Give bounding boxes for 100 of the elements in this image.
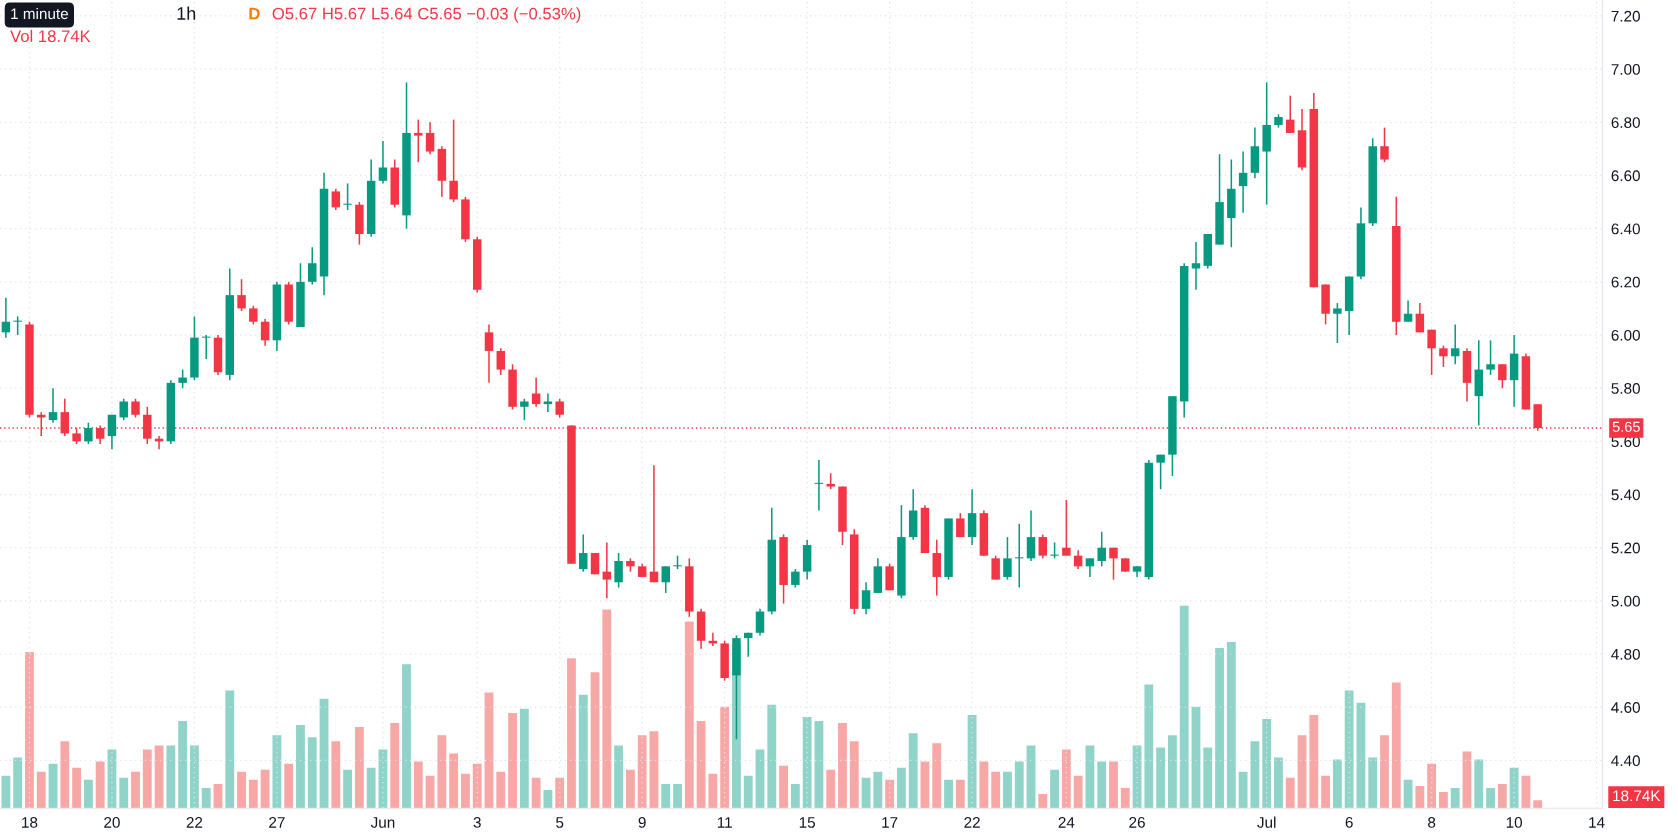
bar bbox=[437, 735, 447, 809]
bar bbox=[1321, 775, 1331, 809]
bar bbox=[1533, 800, 1543, 809]
x-tick-label: 6 bbox=[1345, 817, 1353, 828]
bar bbox=[296, 725, 305, 809]
bar bbox=[1497, 783, 1507, 809]
bar bbox=[979, 761, 989, 809]
bar bbox=[1144, 684, 1154, 809]
candlestick bbox=[1415, 302, 1425, 334]
bar bbox=[849, 741, 859, 809]
candlestick bbox=[343, 182, 352, 211]
bar bbox=[519, 708, 529, 809]
bar bbox=[1026, 745, 1036, 809]
candlestick bbox=[791, 568, 800, 589]
bar bbox=[1038, 794, 1048, 809]
bar bbox=[908, 733, 918, 809]
candlestick bbox=[308, 246, 317, 286]
candlestick bbox=[520, 398, 529, 421]
bar bbox=[1474, 759, 1484, 809]
bar bbox=[932, 743, 942, 809]
annotation: D bbox=[249, 7, 260, 20]
bar bbox=[1509, 767, 1519, 809]
bar bbox=[826, 769, 836, 809]
x-tick-label: Jun bbox=[370, 817, 395, 828]
candlestick bbox=[1486, 339, 1495, 376]
bar bbox=[13, 757, 23, 809]
x-tick-label: 10 bbox=[1506, 817, 1523, 828]
bar bbox=[1462, 751, 1472, 809]
bar bbox=[602, 609, 612, 809]
x-tick-label: 5 bbox=[556, 817, 564, 828]
candlestick bbox=[484, 323, 494, 384]
bar bbox=[1061, 749, 1071, 809]
bar bbox=[1332, 759, 1342, 809]
y-tick-label: 6.20 bbox=[1611, 276, 1640, 288]
bar bbox=[1085, 745, 1095, 809]
x-tick-label: 22 bbox=[964, 817, 980, 828]
bar bbox=[790, 783, 800, 809]
candlestick bbox=[1427, 328, 1436, 376]
bar bbox=[1156, 747, 1166, 809]
x-tick-label: 8 bbox=[1428, 817, 1436, 828]
bar bbox=[496, 771, 506, 809]
bar bbox=[1203, 747, 1213, 809]
x-tick-label: 22 bbox=[186, 817, 203, 828]
bar bbox=[590, 672, 600, 809]
bar bbox=[272, 735, 282, 809]
bar bbox=[131, 771, 140, 809]
bar bbox=[696, 721, 706, 809]
candlestick bbox=[1003, 536, 1012, 581]
bar bbox=[1238, 771, 1248, 809]
bar bbox=[1368, 757, 1378, 809]
bar bbox=[767, 704, 777, 809]
bar bbox=[1050, 769, 1059, 809]
candlestick bbox=[331, 188, 341, 211]
bar bbox=[319, 698, 329, 809]
candlestick bbox=[755, 608, 765, 637]
bar bbox=[331, 741, 341, 809]
bar bbox=[1309, 714, 1319, 809]
bar bbox=[36, 771, 46, 809]
x-tick-label: 26 bbox=[1129, 817, 1145, 828]
bar bbox=[578, 694, 588, 809]
x-tick-label: 15 bbox=[799, 817, 815, 828]
bar bbox=[1391, 682, 1401, 809]
ref-line-label: 5.65 bbox=[1612, 421, 1640, 432]
candlestick bbox=[1191, 241, 1201, 291]
x-tick-label: Jul bbox=[1257, 816, 1276, 828]
bar bbox=[1179, 605, 1189, 809]
bar bbox=[614, 745, 624, 809]
candlestick bbox=[1498, 363, 1507, 389]
candlestick bbox=[1156, 453, 1165, 490]
candlestick bbox=[1439, 344, 1448, 368]
bar bbox=[967, 714, 977, 809]
bar bbox=[1439, 792, 1448, 809]
y-tick-label: 7.20 bbox=[1611, 10, 1640, 22]
candlestick bbox=[249, 304, 258, 326]
bar bbox=[885, 779, 895, 809]
bar bbox=[95, 761, 105, 809]
bar bbox=[449, 753, 459, 809]
candlestick bbox=[425, 121, 435, 155]
bar bbox=[531, 777, 541, 809]
candlestick bbox=[119, 398, 128, 421]
bar bbox=[802, 716, 812, 809]
bar bbox=[555, 777, 565, 809]
bar bbox=[543, 790, 553, 809]
bar bbox=[838, 723, 847, 809]
candlestick bbox=[1238, 150, 1248, 214]
candlestick bbox=[661, 565, 670, 594]
bar bbox=[1450, 787, 1460, 809]
x-tick-label: 14 bbox=[1589, 817, 1605, 828]
bar bbox=[708, 773, 718, 809]
x-tick-label: 17 bbox=[882, 817, 898, 828]
bar bbox=[779, 765, 788, 809]
annotation: 1 minute bbox=[11, 7, 68, 20]
bar bbox=[461, 773, 470, 809]
candlestick bbox=[1380, 126, 1389, 163]
bar bbox=[567, 658, 576, 809]
bar bbox=[1003, 771, 1012, 809]
candlestick bbox=[1286, 94, 1295, 134]
bar bbox=[1014, 761, 1024, 809]
annotation: Vol 18.74K bbox=[10, 29, 91, 43]
bar bbox=[955, 779, 965, 809]
